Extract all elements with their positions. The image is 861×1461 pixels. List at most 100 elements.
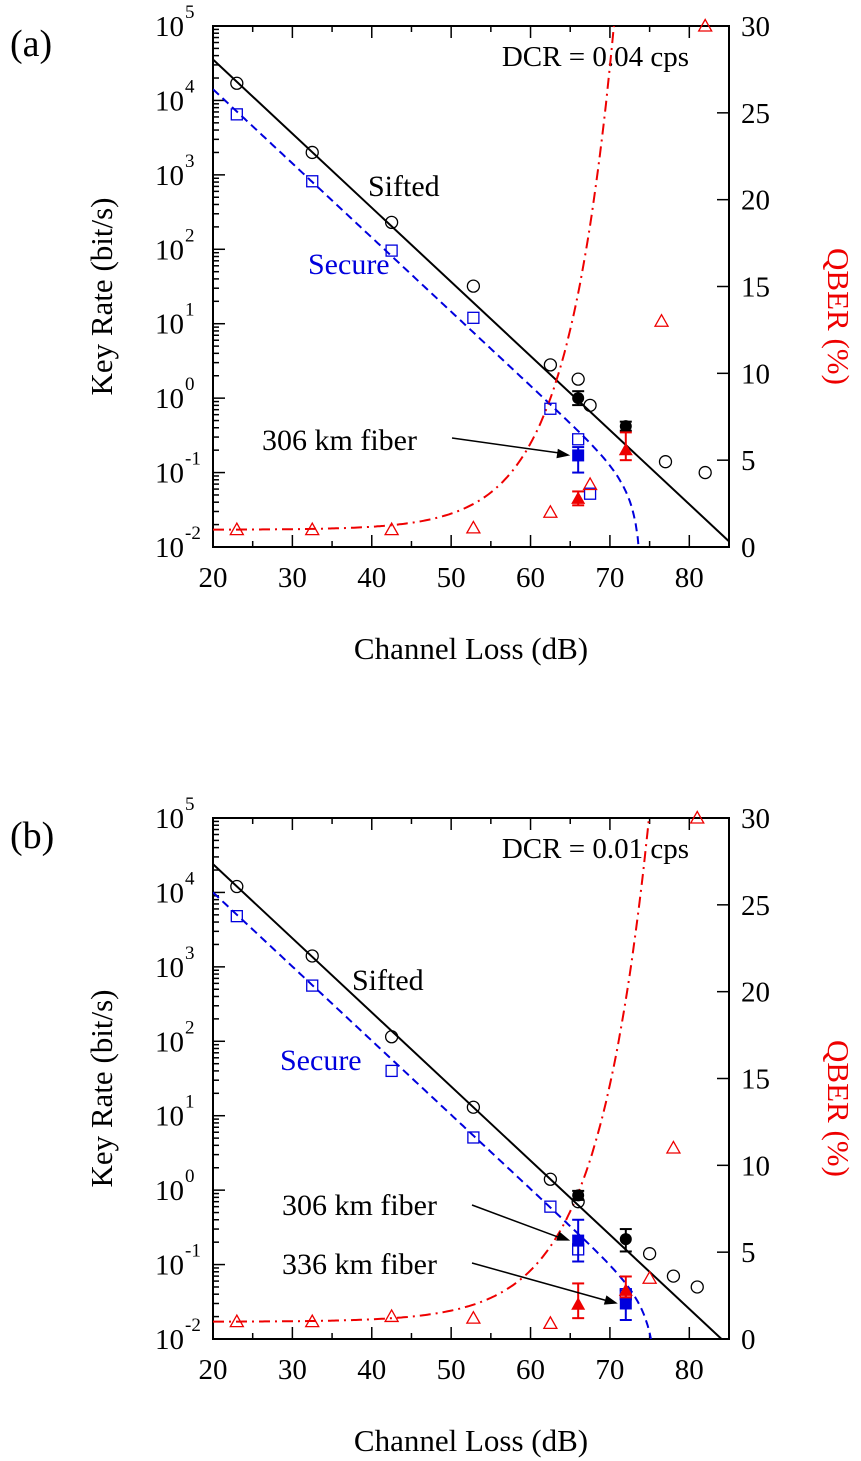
fiber-arrow-line (471, 1204, 563, 1240)
fiber-label: 306 km fiber (282, 1189, 437, 1222)
qber-point (229, 1313, 245, 1328)
y-right-tick-label: 10 (741, 1150, 770, 1182)
x-tick-label: 70 (595, 562, 624, 594)
secure-point (230, 108, 243, 121)
secure-point (230, 910, 243, 923)
qber-point (653, 313, 670, 327)
qber-fit-curve (213, 818, 650, 1323)
x-tick-label: 20 (199, 1354, 228, 1386)
sifted-point (642, 1247, 657, 1261)
x-tick-label: 30 (278, 1354, 307, 1386)
qber-fiber-point (571, 491, 586, 504)
secure-fiber-point (572, 449, 585, 462)
panel-label: (a) (10, 23, 52, 65)
y-left-tick-base: 10 (155, 458, 184, 490)
sifted-point (305, 145, 319, 160)
dcr-annotation: DCR = 0.01 cps (502, 833, 689, 865)
sifted-point (466, 279, 481, 293)
secure-point (306, 979, 319, 992)
sifted-point (543, 1172, 558, 1186)
qber-point (542, 1315, 558, 1330)
fiber-arrow-head (556, 448, 571, 459)
y-left-tick-exponent: 1 (185, 1092, 195, 1113)
y-left-tick-exponent: 4 (185, 868, 195, 889)
y-left-tick-exponent: 0 (185, 1166, 195, 1187)
y-left-tick-exponent: -1 (185, 449, 201, 470)
y-left-tick-exponent: 3 (185, 943, 195, 964)
fiber-arrow-line (471, 1262, 611, 1303)
y-left-tick-base: 10 (155, 1175, 184, 1207)
y-left-tick-base: 10 (155, 532, 184, 564)
x-tick-label: 80 (675, 562, 704, 594)
y-right-tick-label: 5 (741, 1237, 756, 1269)
secure-point (467, 1131, 480, 1144)
qber-point (304, 1313, 320, 1328)
panel-label: (b) (10, 815, 54, 857)
sifted-point (305, 949, 319, 963)
y-right-tick-label: 15 (741, 1064, 770, 1096)
fiber-arrow-head (556, 1231, 571, 1241)
secure-series-label: Secure (280, 1044, 362, 1077)
y-left-tick-exponent: -1 (185, 1241, 201, 1262)
y-right-tick-label: 15 (741, 272, 770, 304)
sifted-fiber-point (572, 392, 585, 405)
y-left-tick-exponent: 3 (185, 151, 195, 172)
y-left-tick-base: 10 (155, 160, 184, 192)
sifted-point (690, 1280, 704, 1294)
secure-point (385, 244, 398, 257)
qber-point (229, 521, 245, 536)
y-left-tick-base: 10 (155, 11, 184, 43)
secure-series-label: Secure (308, 248, 390, 281)
y-right-tick-label: 30 (741, 803, 770, 835)
y-right-tick-label: 25 (741, 890, 770, 922)
fiber-label: 306 km fiber (262, 424, 417, 457)
qber-fiber-point (618, 442, 633, 456)
secure-point (306, 175, 319, 188)
y-left-tick-base: 10 (155, 85, 184, 117)
qber-point (465, 520, 481, 534)
sifted-series-label: Sifted (368, 170, 440, 203)
sifted-point (384, 1030, 399, 1044)
secure-point (544, 1200, 557, 1213)
sifted-point (384, 215, 399, 230)
qber-fiber-point (571, 1297, 586, 1310)
sifted-fit-line (213, 58, 729, 543)
qber-point (465, 1310, 481, 1324)
y-left-tick-exponent: 5 (185, 794, 195, 815)
sifted-point (571, 372, 585, 386)
secure-point (572, 433, 585, 446)
x-tick-label: 60 (516, 562, 545, 594)
y-right-tick-label: 0 (741, 1324, 756, 1356)
y-right-tick-label: 5 (741, 445, 756, 477)
secure-fiber-point (619, 1297, 632, 1310)
plot-area (213, 818, 723, 1339)
y-left-tick-exponent: -2 (185, 1315, 201, 1336)
qber-point (542, 504, 558, 518)
y-right-tick-label: 20 (741, 185, 770, 217)
sifted-point (466, 1100, 481, 1114)
sifted-point (543, 358, 558, 372)
x-tick-label: 30 (278, 562, 307, 594)
x-tick-label: 50 (437, 562, 466, 594)
sifted-point (658, 455, 673, 469)
qber-fiber-point (618, 1283, 633, 1296)
plot-area (213, 26, 729, 547)
y-left-tick-base: 10 (155, 803, 184, 835)
sifted-point (698, 465, 712, 480)
y-left-tick-exponent: 2 (185, 1017, 195, 1038)
y-left-tick-base: 10 (155, 877, 184, 909)
y-right-axis-label: QBER (%) (821, 1040, 856, 1177)
y-right-tick-label: 10 (741, 358, 770, 390)
secure-point (544, 402, 557, 415)
y-left-tick-exponent: 1 (185, 300, 195, 321)
sifted-fiber-point (619, 420, 632, 433)
y-right-tick-label: 0 (741, 532, 756, 564)
sifted-point (230, 76, 244, 90)
y-left-tick-base: 10 (155, 1324, 184, 1356)
qber-point (697, 18, 713, 32)
y-left-axis-label: Key Rate (bit/s) (84, 197, 119, 395)
y-left-tick-exponent: 5 (185, 2, 195, 23)
qber-point (689, 810, 705, 824)
